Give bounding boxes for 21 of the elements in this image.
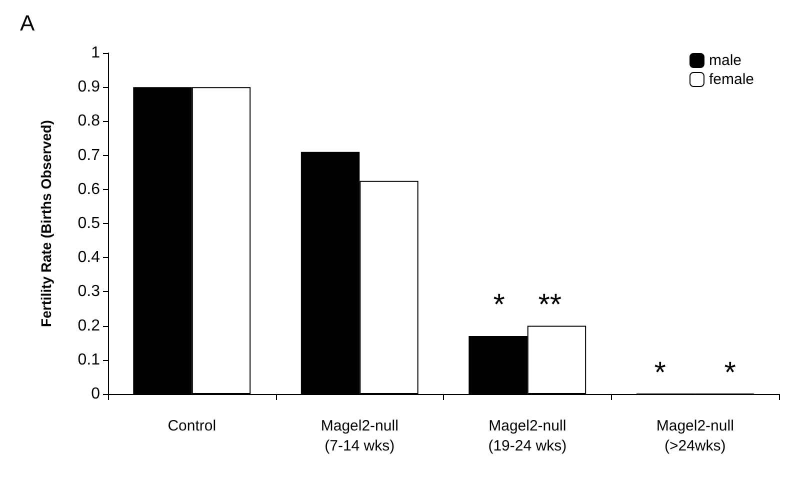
y-tick-label: 0.3 [78,283,100,300]
text: A [20,10,35,36]
x-tick-label: Magel2-null (>24wks) [656,418,734,454]
y-tick-label: 0.6 [78,180,100,198]
y-tick-label: 0.5 [78,215,100,232]
annotation: * ** [493,288,562,322]
y-tick-label: 1 [91,44,100,62]
y-axis-title: Fertility Rate (Births Observed) [38,120,54,327]
y-tick-label: 0.2 [78,317,100,334]
x-tick-label: Control [168,418,216,434]
legend-label: male [708,52,742,69]
x-tick-label: Magel2-null (19-24 wks) [488,418,567,454]
x-tick-label: Magel2-null (7-14 wks) [320,418,398,454]
y-tick-label: 0.4 [78,249,100,266]
y-tick-label: 0.1 [78,351,100,368]
legend-label: female [708,71,754,88]
annotation: * * [654,356,736,390]
y-tick-label: 0 [91,386,100,402]
y-tick-label: 0.9 [78,78,100,96]
y-tick-label: 0.8 [78,112,100,130]
y-tick-label: 0.7 [78,146,100,164]
